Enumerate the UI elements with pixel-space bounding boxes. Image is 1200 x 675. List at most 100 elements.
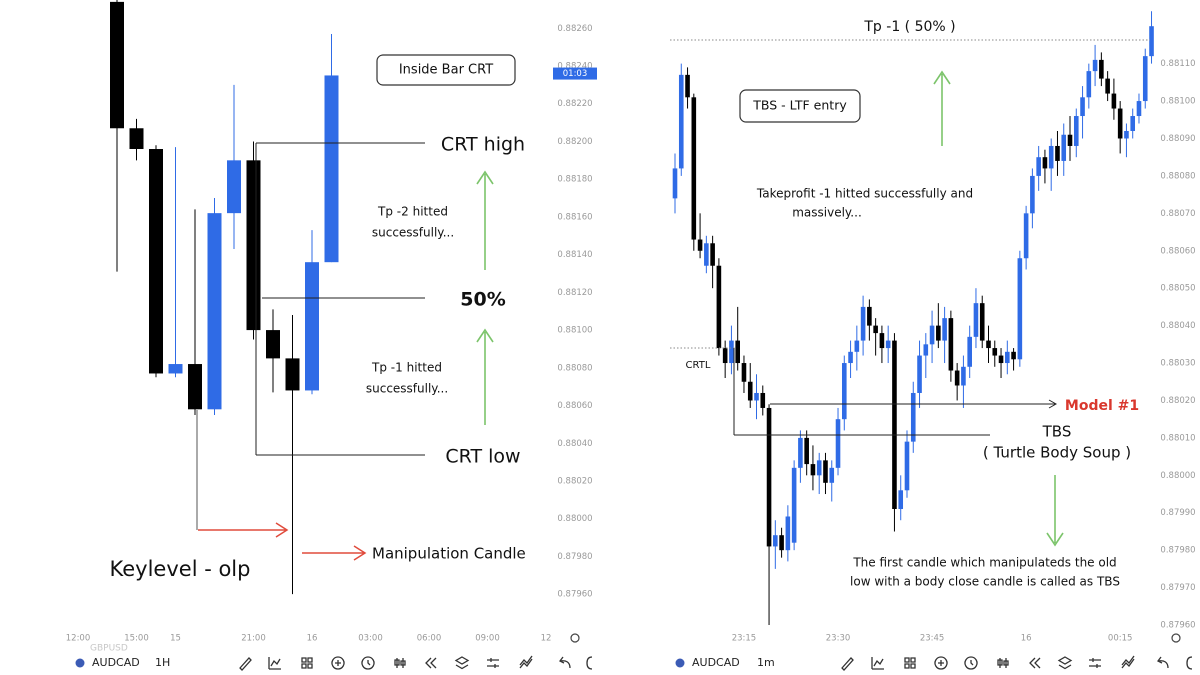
tool-icon[interactable]	[586, 656, 593, 670]
settings-icon[interactable]	[570, 633, 580, 643]
annotation: 50%	[460, 289, 505, 311]
candle-body	[961, 366, 966, 386]
tool-icon[interactable]	[1089, 658, 1101, 668]
interval[interactable]: 1H	[155, 656, 170, 669]
tool-icon[interactable]	[1157, 656, 1169, 669]
candle-body	[873, 325, 878, 334]
y-tick-label: 0.88050	[1160, 284, 1195, 294]
symbol-icon	[75, 658, 85, 668]
y-tick-label: 0.88080	[1160, 171, 1195, 181]
candle-body	[747, 381, 753, 401]
annotation: TBS - LTF entry	[752, 98, 847, 113]
tool-icon[interactable]	[1057, 656, 1073, 670]
candle-body	[936, 325, 941, 341]
candle-body	[1067, 134, 1073, 146]
y-tick-label: 0.88100	[557, 326, 592, 336]
green-arrow	[1046, 475, 1064, 547]
toolbar: AUDCAD 1H AUDCAD 1m	[75, 655, 1193, 671]
settings-icon[interactable]	[1171, 633, 1181, 643]
candle-body	[697, 239, 703, 251]
candle-body	[1142, 56, 1148, 102]
tool-icon[interactable]	[934, 656, 948, 670]
x-tick-label: 15	[170, 634, 181, 644]
y-tick-label: 0.88070	[1160, 209, 1195, 219]
interval[interactable]: 1m	[757, 656, 775, 669]
annotation: successfully...	[372, 226, 454, 240]
y-tick-label: 0.88020	[557, 476, 592, 486]
x-tick-label: 12:00	[66, 634, 91, 644]
candle-body	[729, 340, 734, 364]
candle-body	[867, 306, 872, 326]
panel-gap	[592, 0, 662, 675]
annotation: Inside Bar CRT	[399, 63, 493, 78]
candle-body	[710, 243, 715, 266]
annotation: CRT high	[441, 134, 525, 156]
tool-icon[interactable]	[425, 657, 437, 669]
x-tick-label: 23:45	[920, 634, 945, 644]
annotation: TBS	[1042, 423, 1072, 441]
candle-body	[835, 419, 841, 468]
candle-body	[1017, 258, 1023, 360]
tool-icon[interactable]	[268, 657, 281, 670]
tool-icon[interactable]	[1186, 656, 1193, 670]
tool-icon[interactable]	[519, 655, 533, 669]
tool-icon[interactable]	[841, 657, 854, 671]
annotation: Manipulation Candle	[372, 545, 526, 563]
symbol[interactable]: AUDCAD	[92, 656, 140, 669]
candle-body	[998, 355, 1004, 364]
tool-icon[interactable]	[871, 657, 884, 670]
candle-body	[779, 535, 784, 551]
symbol[interactable]: AUDCAD	[692, 656, 740, 669]
x-tick-label: 23:30	[826, 634, 851, 644]
x-tick-label: 16	[307, 634, 318, 644]
candle-body	[1023, 213, 1029, 259]
candle-body	[917, 355, 922, 393]
y-tick-label: 0.88040	[1160, 321, 1195, 331]
candle-body	[1042, 157, 1048, 169]
annotation: low with a body close candle is called a…	[850, 575, 1120, 589]
tool-icon[interactable]	[454, 656, 470, 670]
annotation-box	[376, 54, 516, 86]
candle-body	[1149, 26, 1154, 57]
right-panel: 0.88110 0.88100 0.88090 0.88080 0.88070 0.880…	[672, 11, 1196, 644]
tool-icon[interactable]	[964, 656, 978, 670]
candle-body	[954, 370, 960, 386]
y-tick-label: 0.87980	[1160, 546, 1195, 556]
candle-body	[1111, 93, 1117, 109]
candle-body	[1117, 108, 1123, 139]
tool-icon[interactable]	[904, 657, 916, 669]
annotation: successfully...	[366, 382, 448, 396]
candle-body	[798, 437, 803, 468]
tool-icon[interactable]	[239, 657, 252, 671]
candle-body	[741, 363, 747, 382]
candle-body	[1005, 351, 1010, 364]
y-tick-label: 0.88040	[557, 439, 592, 449]
candle-body	[848, 351, 853, 364]
y-tick-label: 0.87970	[1160, 583, 1195, 593]
tool-icon[interactable]	[559, 656, 571, 669]
x-tick-label: 12	[541, 634, 552, 644]
tool-icon[interactable]	[361, 656, 375, 670]
tool-icon[interactable]	[997, 658, 1009, 668]
tool-icon[interactable]	[394, 658, 406, 668]
candle-body	[810, 464, 816, 476]
candle-body	[898, 490, 904, 510]
watermark: GBPUSD	[90, 644, 128, 654]
y-tick-label: 0.87960	[557, 590, 592, 600]
annotation: Tp -1 ( 50% )	[863, 19, 955, 35]
x-tick-label: 09:00	[475, 634, 500, 644]
tool-icon[interactable]	[1121, 655, 1135, 669]
y-tick-label: 0.88200	[557, 137, 592, 147]
y-tick-label: 0.87960	[1160, 621, 1195, 631]
tool-icon[interactable]	[331, 656, 345, 670]
candle-body	[1099, 59, 1104, 79]
annotation-box	[739, 89, 861, 123]
annotation: Tp -1 hitted	[371, 361, 442, 375]
candle-body	[305, 262, 319, 391]
y-tick-label: 0.88080	[557, 363, 592, 373]
tool-icon[interactable]	[301, 657, 313, 669]
candle-body	[860, 306, 866, 341]
tool-icon[interactable]	[487, 658, 499, 668]
tool-icon[interactable]	[1029, 657, 1041, 669]
candle-body	[791, 467, 797, 543]
